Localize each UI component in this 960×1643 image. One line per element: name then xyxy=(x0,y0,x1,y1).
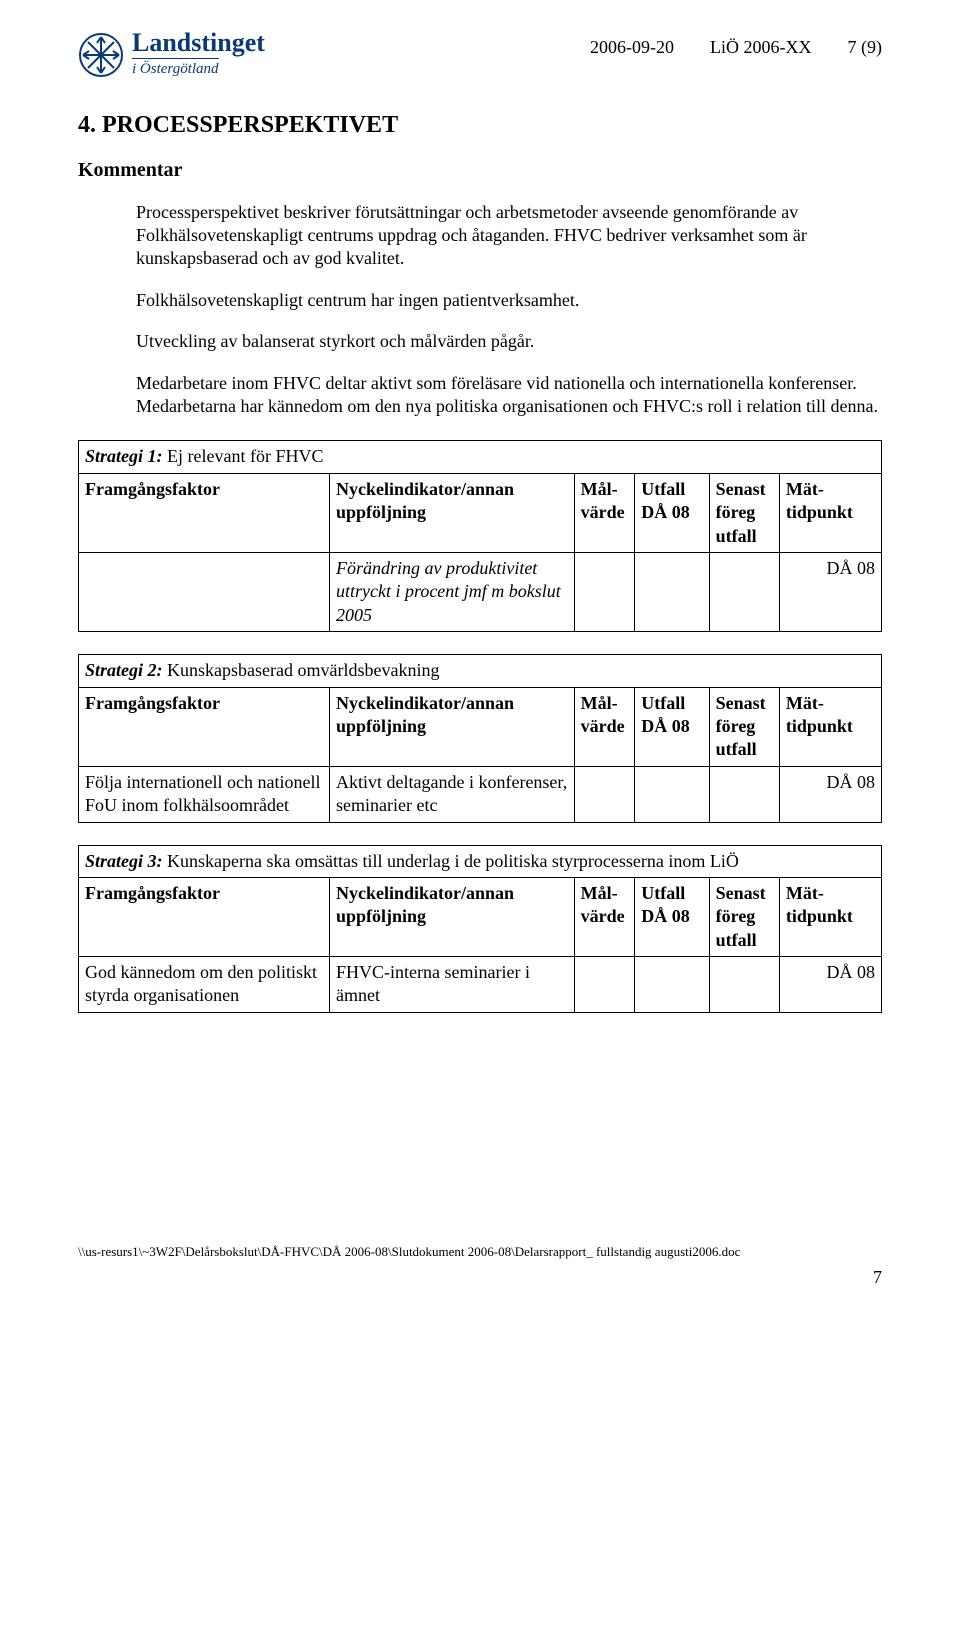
cell-c3 xyxy=(574,552,635,631)
org-name: Landstinget xyxy=(132,30,265,56)
cell-c2: Förändring av produktivitet uttryckt i p… xyxy=(330,552,575,631)
cell-c4 xyxy=(635,766,709,822)
strategy-2-label: Strategi 2: xyxy=(85,660,163,680)
th-malvarde: Mål-värde xyxy=(574,877,635,956)
th-malvarde: Mål-värde xyxy=(574,473,635,552)
cell-c2: Aktivt deltagande i konferenser, seminar… xyxy=(330,766,575,822)
org-sub: i Östergötland xyxy=(132,58,219,80)
footer-path: \\us-resurs1\~3W2F\Delårsbokslut\DÅ-FHVC… xyxy=(78,1243,882,1261)
paragraph-3: Utveckling av balanserat styrkort och må… xyxy=(136,330,882,353)
table-header-row: Framgångsfaktor Nyckelindikator/annan up… xyxy=(79,687,882,766)
strategy-1-title-row: Strategi 1: Ej relevant för FHVC xyxy=(79,441,882,473)
strategy-1-text: Ej relevant för FHVC xyxy=(163,446,324,466)
th-framgangsfaktor: Framgångsfaktor xyxy=(79,473,330,552)
th-nyckelindikator: Nyckelindikator/annan uppföljning xyxy=(330,473,575,552)
th-malvarde: Mål-värde xyxy=(574,687,635,766)
table-row: Följa internationell och nationell FoU i… xyxy=(79,766,882,822)
strategy-1-label: Strategi 1: xyxy=(85,446,163,466)
th-nyckelindikator: Nyckelindikator/annan uppföljning xyxy=(330,877,575,956)
org-logo: Landstinget i Östergötland xyxy=(78,30,265,80)
cell-c4 xyxy=(635,552,709,631)
strategy-3-table: Strategi 3: Kunskaperna ska omsättas til… xyxy=(78,845,882,1013)
cell-c2: FHVC-interna seminarier i ämnet xyxy=(330,957,575,1013)
table-row: Förändring av produktivitet uttryckt i p… xyxy=(79,552,882,631)
cell-c1: Följa internationell och nationell FoU i… xyxy=(79,766,330,822)
document-header: Landstinget i Östergötland 2006-09-20 Li… xyxy=(78,30,882,80)
strategy-2-text: Kunskapsbaserad omvärldsbevakning xyxy=(163,660,440,680)
strategy-2-title-row: Strategi 2: Kunskapsbaserad omvärldsbeva… xyxy=(79,655,882,687)
table-header-row: Framgångsfaktor Nyckelindikator/annan up… xyxy=(79,877,882,956)
th-framgangsfaktor: Framgångsfaktor xyxy=(79,877,330,956)
th-mattidpunkt: Mät-tidpunkt xyxy=(779,473,881,552)
footer: \\us-resurs1\~3W2F\Delårsbokslut\DÅ-FHVC… xyxy=(78,1243,882,1290)
strategy-2-table: Strategi 2: Kunskapsbaserad omvärldsbeva… xyxy=(78,654,882,822)
th-senast: Senast föreg utfall xyxy=(709,877,779,956)
table-header-row: Framgångsfaktor Nyckelindikator/annan up… xyxy=(79,473,882,552)
doc-id: LiÖ 2006-XX xyxy=(710,36,812,59)
cell-c5 xyxy=(709,766,779,822)
cell-c5 xyxy=(709,552,779,631)
th-utfall: Utfall DÅ 08 xyxy=(635,687,709,766)
table-row: God kännedom om den politiskt styrda org… xyxy=(79,957,882,1013)
th-mattidpunkt: Mät-tidpunkt xyxy=(779,687,881,766)
strategy-3-label: Strategi 3: xyxy=(85,851,163,871)
th-mattidpunkt: Mät-tidpunkt xyxy=(779,877,881,956)
logo-text-block: Landstinget i Östergötland xyxy=(132,30,265,80)
cell-c3 xyxy=(574,766,635,822)
cell-c1: God kännedom om den politiskt styrda org… xyxy=(79,957,330,1013)
cell-c6: DÅ 08 xyxy=(779,766,881,822)
doc-page: 7 (9) xyxy=(848,36,883,59)
kommentar-heading: Kommentar xyxy=(78,157,882,183)
cell-c6: DÅ 08 xyxy=(779,552,881,631)
paragraph-1: Processperspektivet beskriver förutsättn… xyxy=(136,201,882,271)
cell-c1 xyxy=(79,552,330,631)
section-title: 4. PROCESSPERSPEKTIVET xyxy=(78,110,882,141)
th-utfall: Utfall DÅ 08 xyxy=(635,473,709,552)
doc-meta: 2006-09-20 LiÖ 2006-XX 7 (9) xyxy=(590,30,882,59)
th-utfall: Utfall DÅ 08 xyxy=(635,877,709,956)
footer-page-number: 7 xyxy=(78,1265,882,1290)
th-framgangsfaktor: Framgångsfaktor xyxy=(79,687,330,766)
strategy-3-text: Kunskaperna ska omsättas till underlag i… xyxy=(163,851,739,871)
paragraph-2: Folkhälsovetenskapligt centrum har ingen… xyxy=(136,289,882,312)
strategy-1-table: Strategi 1: Ej relevant för FHVC Framgån… xyxy=(78,440,882,632)
cell-c6: DÅ 08 xyxy=(779,957,881,1013)
cell-c4 xyxy=(635,957,709,1013)
th-senast: Senast föreg utfall xyxy=(709,473,779,552)
doc-date: 2006-09-20 xyxy=(590,36,674,59)
paragraph-4: Medarbetare inom FHVC deltar aktivt som … xyxy=(136,372,882,419)
snowflake-icon xyxy=(78,32,124,78)
cell-c5 xyxy=(709,957,779,1013)
strategy-3-title-row: Strategi 3: Kunskaperna ska omsättas til… xyxy=(79,845,882,877)
th-nyckelindikator: Nyckelindikator/annan uppföljning xyxy=(330,687,575,766)
cell-c3 xyxy=(574,957,635,1013)
th-senast: Senast föreg utfall xyxy=(709,687,779,766)
